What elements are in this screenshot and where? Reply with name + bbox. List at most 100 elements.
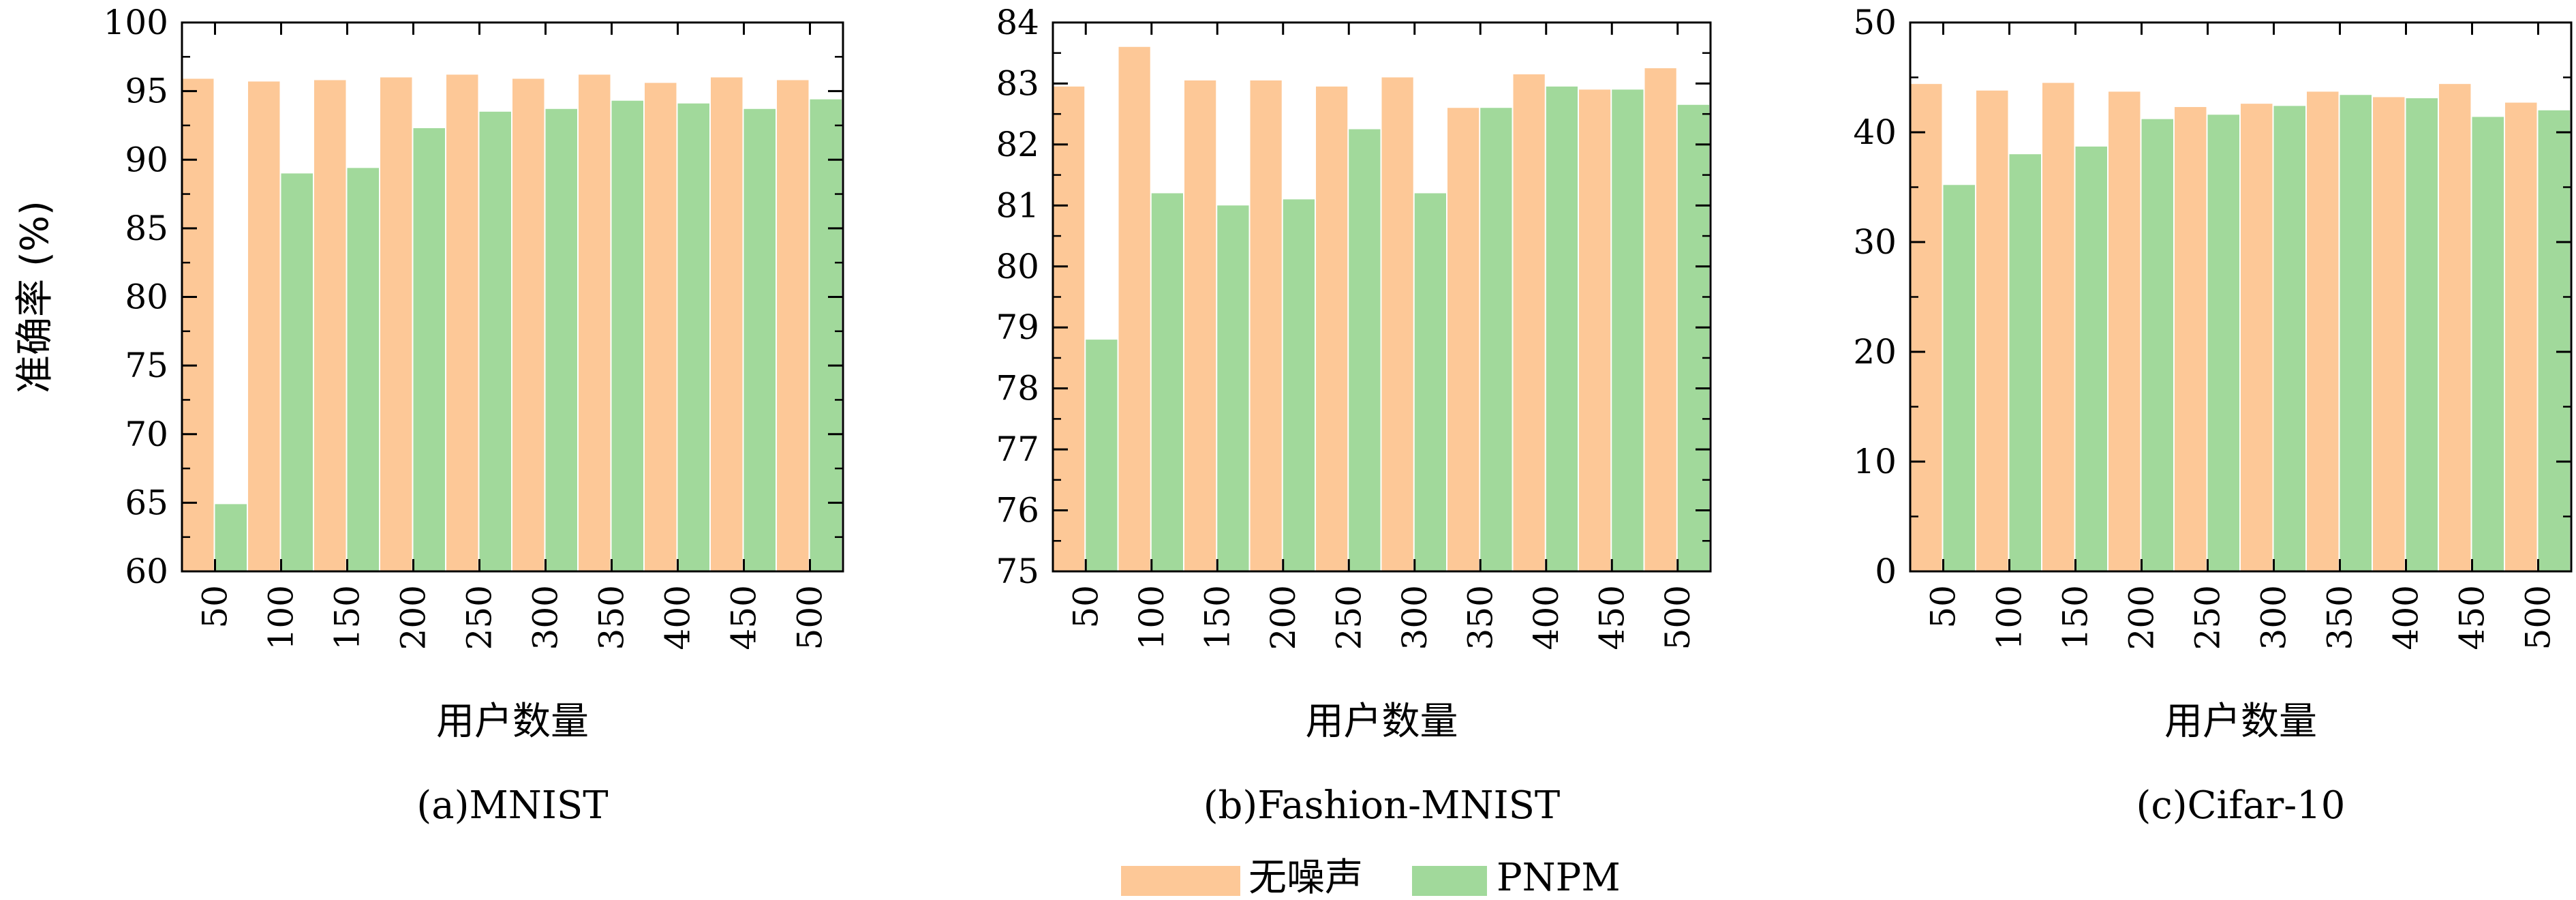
y-tick-label: 65 [125,483,168,522]
bar-pnpm-200 [413,127,445,571]
y-tick-label: 78 [996,369,1039,408]
bar-no-noise-50 [182,78,214,571]
bar-no-noise-200 [2109,91,2141,571]
bar-pnpm-450 [1612,89,1644,571]
bar-pnpm-150 [1217,205,1249,571]
y-tick-label: 50 [1853,3,1897,42]
x-tick-label: 400 [1527,585,1566,650]
bar-no-noise-350 [579,74,611,572]
x-tick-label: 450 [2453,585,2492,650]
legend-swatch-pnpm [1412,866,1487,896]
legend: 无噪声 PNPM [1121,856,1621,900]
chart-panel-2: 75 76 77 78 79 80 81 82 83 84 50 100 150 200 250 300 350… [996,3,1712,828]
y-tick-label: 82 [996,125,1039,164]
bar-no-noise-350 [1447,108,1479,571]
bar-pnpm-400 [2406,98,2438,572]
y-tick-label: 77 [996,430,1039,469]
bar-no-noise-150 [2042,82,2074,572]
y-tick-label: 81 [996,185,1039,225]
y-tick-label: 79 [996,308,1039,347]
y-tick-label: 90 [125,140,168,179]
bar-no-noise-200 [1250,80,1282,571]
bar-no-noise-300 [1381,77,1413,571]
bar-pnpm-250 [2207,115,2239,572]
x-tick-label: 500 [1658,585,1698,650]
bar-pnpm-300 [1414,193,1446,571]
x-tick-label: 50 [196,585,235,629]
x-tick-label: 50 [1924,585,1963,629]
bar-pnpm-100 [1151,193,1183,571]
bar-pnpm-250 [1349,129,1381,571]
bar-pnpm-500 [1677,104,1709,571]
x-axis-title: 用户数量 [2164,700,2317,744]
bar-pnpm-500 [810,99,842,571]
x-tick-label: 250 [2188,585,2228,650]
bar-pnpm-350 [1480,108,1512,571]
bar-no-noise-50 [1910,84,1942,571]
y-tick-label: 10 [1853,442,1897,481]
bar-pnpm-500 [2538,110,2570,572]
x-tick-label: 450 [1592,585,1631,650]
x-tick-label: 500 [791,585,830,650]
x-tick-label: 50 [1066,585,1105,629]
x-tick-label: 350 [592,585,632,650]
y-axis-title: 准确率 (%) [13,200,57,393]
bar-no-noise-150 [1184,80,1216,571]
x-tick-label: 100 [1990,585,2029,650]
y-tick-label: 80 [996,247,1039,286]
y-tick-label: 30 [1853,222,1897,262]
x-tick-label: 250 [460,585,500,650]
bar-no-noise-250 [446,74,478,572]
x-tick-label: 300 [526,585,566,650]
bar-no-noise-400 [1513,74,1545,572]
y-tick-label: 76 [996,491,1039,530]
bar-no-noise-100 [1976,90,2008,571]
bar-pnpm-50 [1943,185,1975,571]
bar-no-noise-450 [2439,84,2471,571]
bar-pnpm-200 [2141,119,2173,571]
bar-pnpm-100 [281,173,313,571]
x-tick-label: 150 [328,585,367,650]
bar-pnpm-150 [2075,146,2107,571]
x-tick-label: 350 [1460,585,1500,650]
legend-label-no-noise: 无噪声 [1248,856,1363,900]
bar-pnpm-300 [2273,106,2305,572]
y-tick-label: 100 [104,3,168,42]
bar-no-noise-50 [1053,86,1085,571]
chart-panel-1: 60 65 70 75 80 85 90 95 100 50 100 150 200 250 300 350 4… [13,3,844,828]
bar-pnpm-250 [479,111,511,571]
x-axis-title: 用户数量 [1306,700,1458,744]
panel-caption: (a)MNIST [416,783,608,828]
y-tick-label: 60 [125,552,168,591]
bar-no-noise-400 [2373,97,2405,572]
y-tick-label: 0 [1875,552,1897,591]
bar-no-noise-300 [2241,104,2273,571]
x-tick-label: 250 [1329,585,1368,650]
bar-no-noise-450 [1579,89,1611,571]
x-tick-label: 300 [2254,585,2294,650]
y-tick-label: 95 [125,72,168,111]
x-tick-label: 450 [724,585,764,650]
x-tick-label: 400 [658,585,698,650]
bar-pnpm-450 [2472,117,2504,571]
bar-no-noise-100 [1118,46,1150,572]
bar-pnpm-200 [1283,199,1315,571]
y-tick-label: 40 [1853,112,1897,152]
x-tick-label: 350 [2320,585,2360,650]
x-tick-label: 150 [2056,585,2096,650]
bar-no-noise-500 [1644,68,1676,572]
bar-no-noise-450 [711,77,743,571]
bar-no-noise-350 [2307,91,2339,571]
x-axis-title: 用户数量 [436,700,589,744]
legend-label-pnpm: PNPM [1497,856,1621,900]
x-tick-label: 400 [2387,585,2426,650]
bar-no-noise-300 [512,78,545,571]
bar-pnpm-350 [2340,95,2372,571]
x-tick-label: 200 [1263,585,1303,650]
x-tick-label: 300 [1395,585,1435,650]
x-tick-label: 200 [394,585,433,650]
bar-no-noise-100 [248,81,280,572]
x-tick-label: 150 [1197,585,1237,650]
bar-pnpm-450 [743,108,776,572]
bar-pnpm-150 [347,168,379,571]
